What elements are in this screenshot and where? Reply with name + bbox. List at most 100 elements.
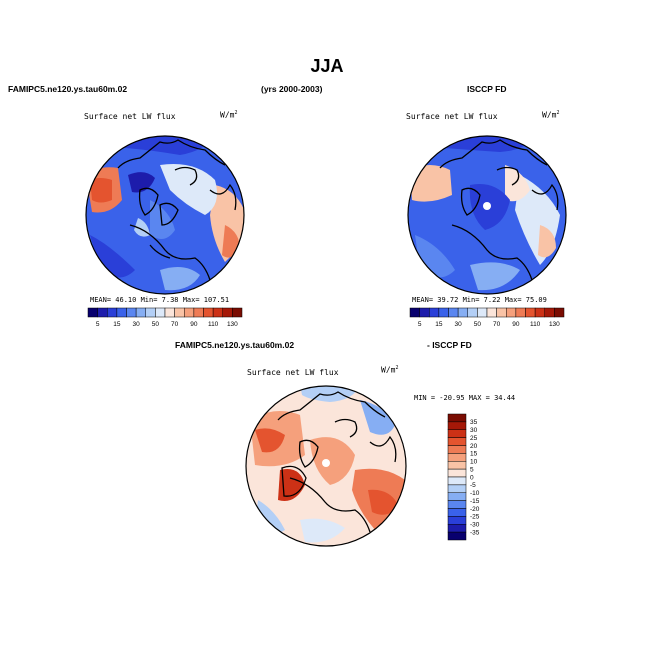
- model-colorbar-tick-4: 70: [171, 321, 179, 328]
- model-unit-exp: 2: [234, 110, 238, 116]
- diff-colorbar-tick-9: -10: [470, 490, 480, 497]
- obs-colorbar-swatch-10: [506, 307, 517, 318]
- diff-colorbar-swatch-8: [447, 476, 467, 486]
- obs-colorbar-swatch-0: [409, 307, 420, 318]
- obs-colorbar-tick-6: 110: [530, 321, 541, 328]
- obs-map-light-south: [470, 262, 520, 291]
- diff-colorbar-tick-6: 5: [470, 466, 474, 473]
- model-colorbar-swatch-15: [232, 307, 243, 318]
- diff-colorbar-tick-2: 25: [470, 435, 478, 442]
- model-colorbar-tick-6: 110: [208, 321, 219, 328]
- model-colorbar-tick-3: 50: [152, 321, 160, 328]
- obs-map-warm-west: [410, 165, 452, 202]
- obs-colorbar-swatch-12: [525, 307, 536, 318]
- obs-colorbar-swatch-15: [554, 307, 565, 318]
- diff-colorbar-swatch-4: [447, 445, 467, 454]
- diff-panel-label: Surface net LW flux: [247, 368, 339, 377]
- diff-colorbar-tick-11: -20: [470, 506, 480, 513]
- model-stats: MEAN= 46.10 Min= 7.38 Max= 107.51: [90, 296, 230, 304]
- obs-header: ISCCP FD: [467, 84, 507, 94]
- diff-colorbar-swatch-9: [447, 484, 467, 493]
- model-unit-text: W/m: [220, 110, 235, 120]
- model-map-light-south: [160, 266, 200, 291]
- obs-stats: MEAN= 39.72 Min= 7.22 Max= 75.09: [412, 296, 547, 304]
- model-colorbar: 5 15 30 50 70 90 110 130: [87, 307, 243, 328]
- diff-colorbar-swatch-13: [447, 516, 467, 525]
- model-colorbar-swatch-6: [145, 307, 156, 318]
- model-map-border: [85, 135, 245, 295]
- diff-colorbar-swatch-5: [447, 453, 467, 462]
- model-map-warm-west-core: [90, 178, 112, 203]
- diff-colorbar-swatch-12: [447, 508, 467, 517]
- obs-colorbar-tick-1: 15: [435, 321, 443, 328]
- obs-colorbar-swatch-4: [448, 307, 459, 318]
- diff-map-pale-south: [300, 518, 345, 543]
- diff-colorbar-swatch-10: [447, 492, 467, 501]
- model-colorbar-swatch-2: [107, 307, 118, 318]
- model-colorbar-swatch-4: [126, 307, 137, 318]
- diff-map-warm-center: [310, 437, 355, 485]
- obs-map-border: [407, 135, 567, 295]
- diff-minmax: MIN = -20.95 MAX = 34.44: [414, 394, 516, 402]
- model-colorbar-tick-7: 130: [227, 321, 238, 328]
- diff-map-pole-hole: [322, 459, 330, 467]
- diff-map-coastlines: [277, 391, 397, 533]
- obs-colorbar: 5 15 30 50 70 90 110 130: [409, 307, 565, 328]
- diff-map-border: [245, 385, 407, 547]
- obs-colorbar-tick-5: 90: [512, 321, 520, 328]
- obs-panel-label: Surface net LW flux: [406, 112, 498, 121]
- obs-map-warm-east: [538, 225, 556, 258]
- diff-map: [245, 385, 407, 547]
- years-header: (yrs 2000-2003): [261, 84, 323, 94]
- model-colorbar-swatch-3: [116, 307, 127, 318]
- diff-colorbar-swatch-15: [447, 531, 467, 541]
- diff-model-header: FAMIPC5.ne120.ys.tau60m.02: [175, 340, 295, 350]
- diff-colorbar-swatch-14: [447, 524, 467, 533]
- diff-unit-text: W/m: [381, 365, 396, 375]
- diff-map-hot-southeast: [368, 489, 398, 515]
- obs-colorbar-swatch-2: [429, 307, 440, 318]
- obs-colorbar-swatch-1: [419, 307, 430, 318]
- model-colorbar-swatch-12: [203, 307, 214, 318]
- obs-map-coastlines: [439, 139, 559, 281]
- model-colorbar-swatch-14: [222, 307, 233, 318]
- obs-colorbar-swatch-6: [467, 307, 478, 318]
- diff-colorbar-tick-3: 20: [470, 443, 478, 450]
- obs-colorbar-tick-0: 5: [418, 321, 422, 328]
- diff-colorbar-swatch-1: [447, 421, 467, 430]
- diff-colorbar-tick-7: 0: [470, 474, 474, 481]
- obs-colorbar-swatch-3: [438, 307, 449, 318]
- diff-colorbar-tick-5: 10: [470, 459, 478, 466]
- obs-unit-exp: 2: [556, 110, 560, 116]
- diff-colorbar-swatch-7: [447, 468, 467, 478]
- obs-colorbar-swatch-8: [486, 307, 497, 318]
- model-colorbar-swatch-7: [155, 307, 166, 318]
- model-colorbar-swatch-11: [193, 307, 204, 318]
- diff-map-hot-west: [255, 428, 285, 453]
- obs-colorbar-swatch-14: [544, 307, 555, 318]
- obs-map-deep-north: [440, 136, 540, 152]
- diff-colorbar-tick-14: -35: [470, 529, 480, 536]
- figure-title: JJA: [310, 56, 344, 76]
- obs-unit: W/m2: [542, 110, 559, 120]
- obs-map: [407, 135, 567, 295]
- diff-obs-header: - ISCCP FD: [427, 340, 472, 350]
- diff-colorbar-tick-12: -25: [470, 514, 480, 521]
- diff-colorbar-tick-8: -5: [470, 482, 476, 489]
- diff-colorbar-swatch-6: [447, 461, 467, 470]
- diff-colorbar-tick-0: 35: [470, 419, 478, 426]
- model-colorbar-swatch-10: [184, 307, 195, 318]
- model-header: FAMIPC5.ne120.ys.tau60m.02: [8, 84, 128, 94]
- obs-colorbar-swatch-11: [515, 307, 526, 318]
- obs-unit-text: W/m: [542, 110, 557, 120]
- model-panel-label: Surface net LW flux: [84, 112, 176, 121]
- model-colorbar-swatch-1: [97, 307, 108, 318]
- diff-map-hot-greenland: [278, 469, 305, 501]
- model-colorbar-tick-1: 15: [113, 321, 121, 328]
- diff-colorbar-swatch-3: [447, 437, 467, 446]
- model-unit: W/m2: [220, 110, 237, 120]
- diff-colorbar-tick-13: -30: [470, 522, 480, 529]
- obs-colorbar-swatch-9: [496, 307, 507, 318]
